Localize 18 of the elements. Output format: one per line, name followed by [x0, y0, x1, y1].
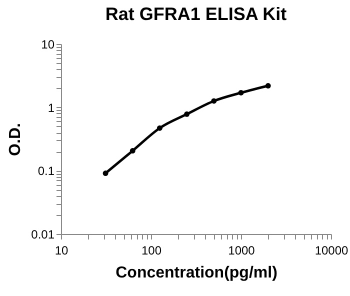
x-axis-title: Concentration(pg/ml) — [116, 264, 278, 282]
point — [211, 98, 217, 104]
point — [238, 90, 244, 96]
point — [130, 148, 136, 154]
y-tick-label: 0.1 — [38, 164, 55, 178]
y-tick-label: 0.01 — [31, 228, 55, 242]
x-tick-label: 10000 — [314, 244, 349, 258]
chart-title: Rat GFRA1 ELISA Kit — [105, 4, 287, 24]
y-axis-title: O.D. — [7, 123, 24, 156]
point — [156, 125, 162, 131]
point — [184, 111, 190, 117]
x-tick-label: 1000 — [228, 244, 256, 258]
point — [265, 83, 271, 89]
x-tick-label: 100 — [141, 244, 162, 258]
y-tick-label: 10 — [41, 38, 55, 52]
x-tick-label: 10 — [54, 244, 68, 258]
y-tick-label: 1 — [48, 100, 55, 115]
point — [102, 170, 108, 176]
